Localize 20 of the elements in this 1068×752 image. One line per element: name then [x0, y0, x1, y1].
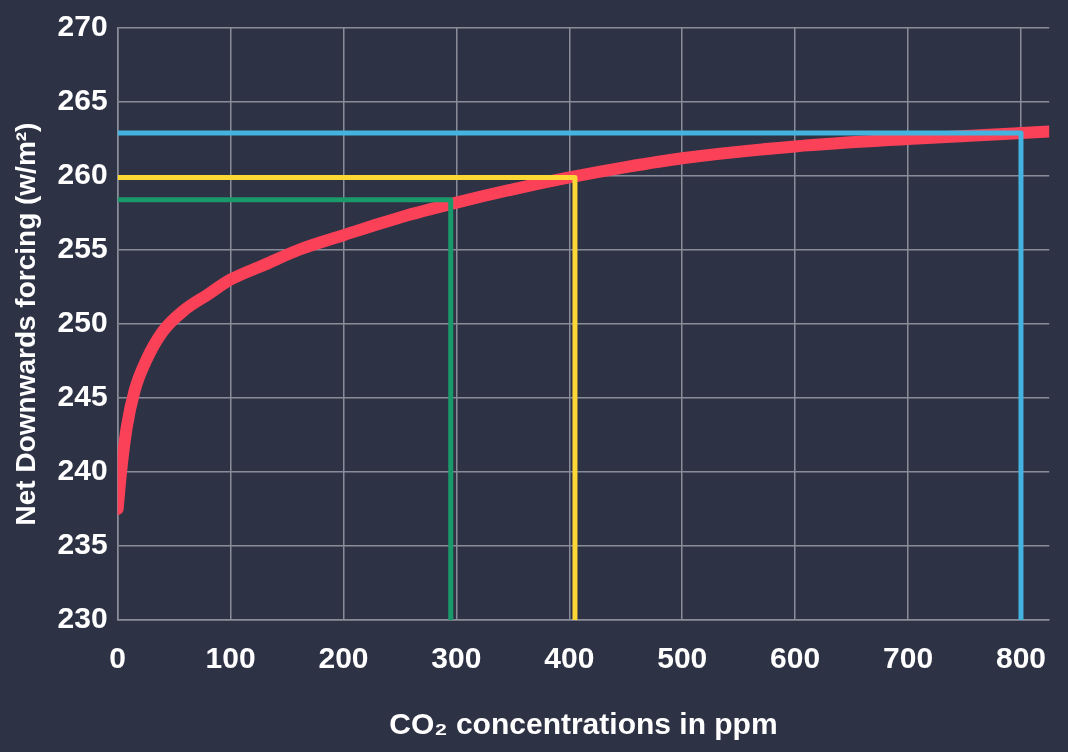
x-tick-label: 100: [205, 641, 256, 675]
x-tick-label: 0: [109, 641, 126, 675]
x-tick-label: 400: [544, 641, 595, 675]
x-axis-title: CO₂ concentrations in ppm: [389, 707, 778, 741]
x-tick-label: 700: [883, 641, 934, 675]
y-tick-label: 245: [57, 379, 108, 413]
x-tick-label: 500: [657, 641, 708, 675]
x-tick-label: 600: [770, 641, 821, 675]
y-axis-title: Net Downwards forcing (w/m²): [9, 122, 41, 526]
y-tick-label: 255: [57, 231, 108, 265]
y-tick-label: 240: [57, 453, 108, 487]
x-tick-label: 300: [431, 641, 482, 675]
y-tick-label: 260: [57, 157, 108, 191]
y-tick-label: 270: [57, 9, 108, 43]
x-tick-label: 200: [318, 641, 369, 675]
y-tick-label: 230: [57, 601, 108, 635]
y-tick-label: 235: [57, 527, 108, 561]
y-tick-label: 265: [57, 83, 108, 117]
x-tick-label: 800: [995, 641, 1046, 675]
y-tick-label: 250: [57, 305, 108, 339]
